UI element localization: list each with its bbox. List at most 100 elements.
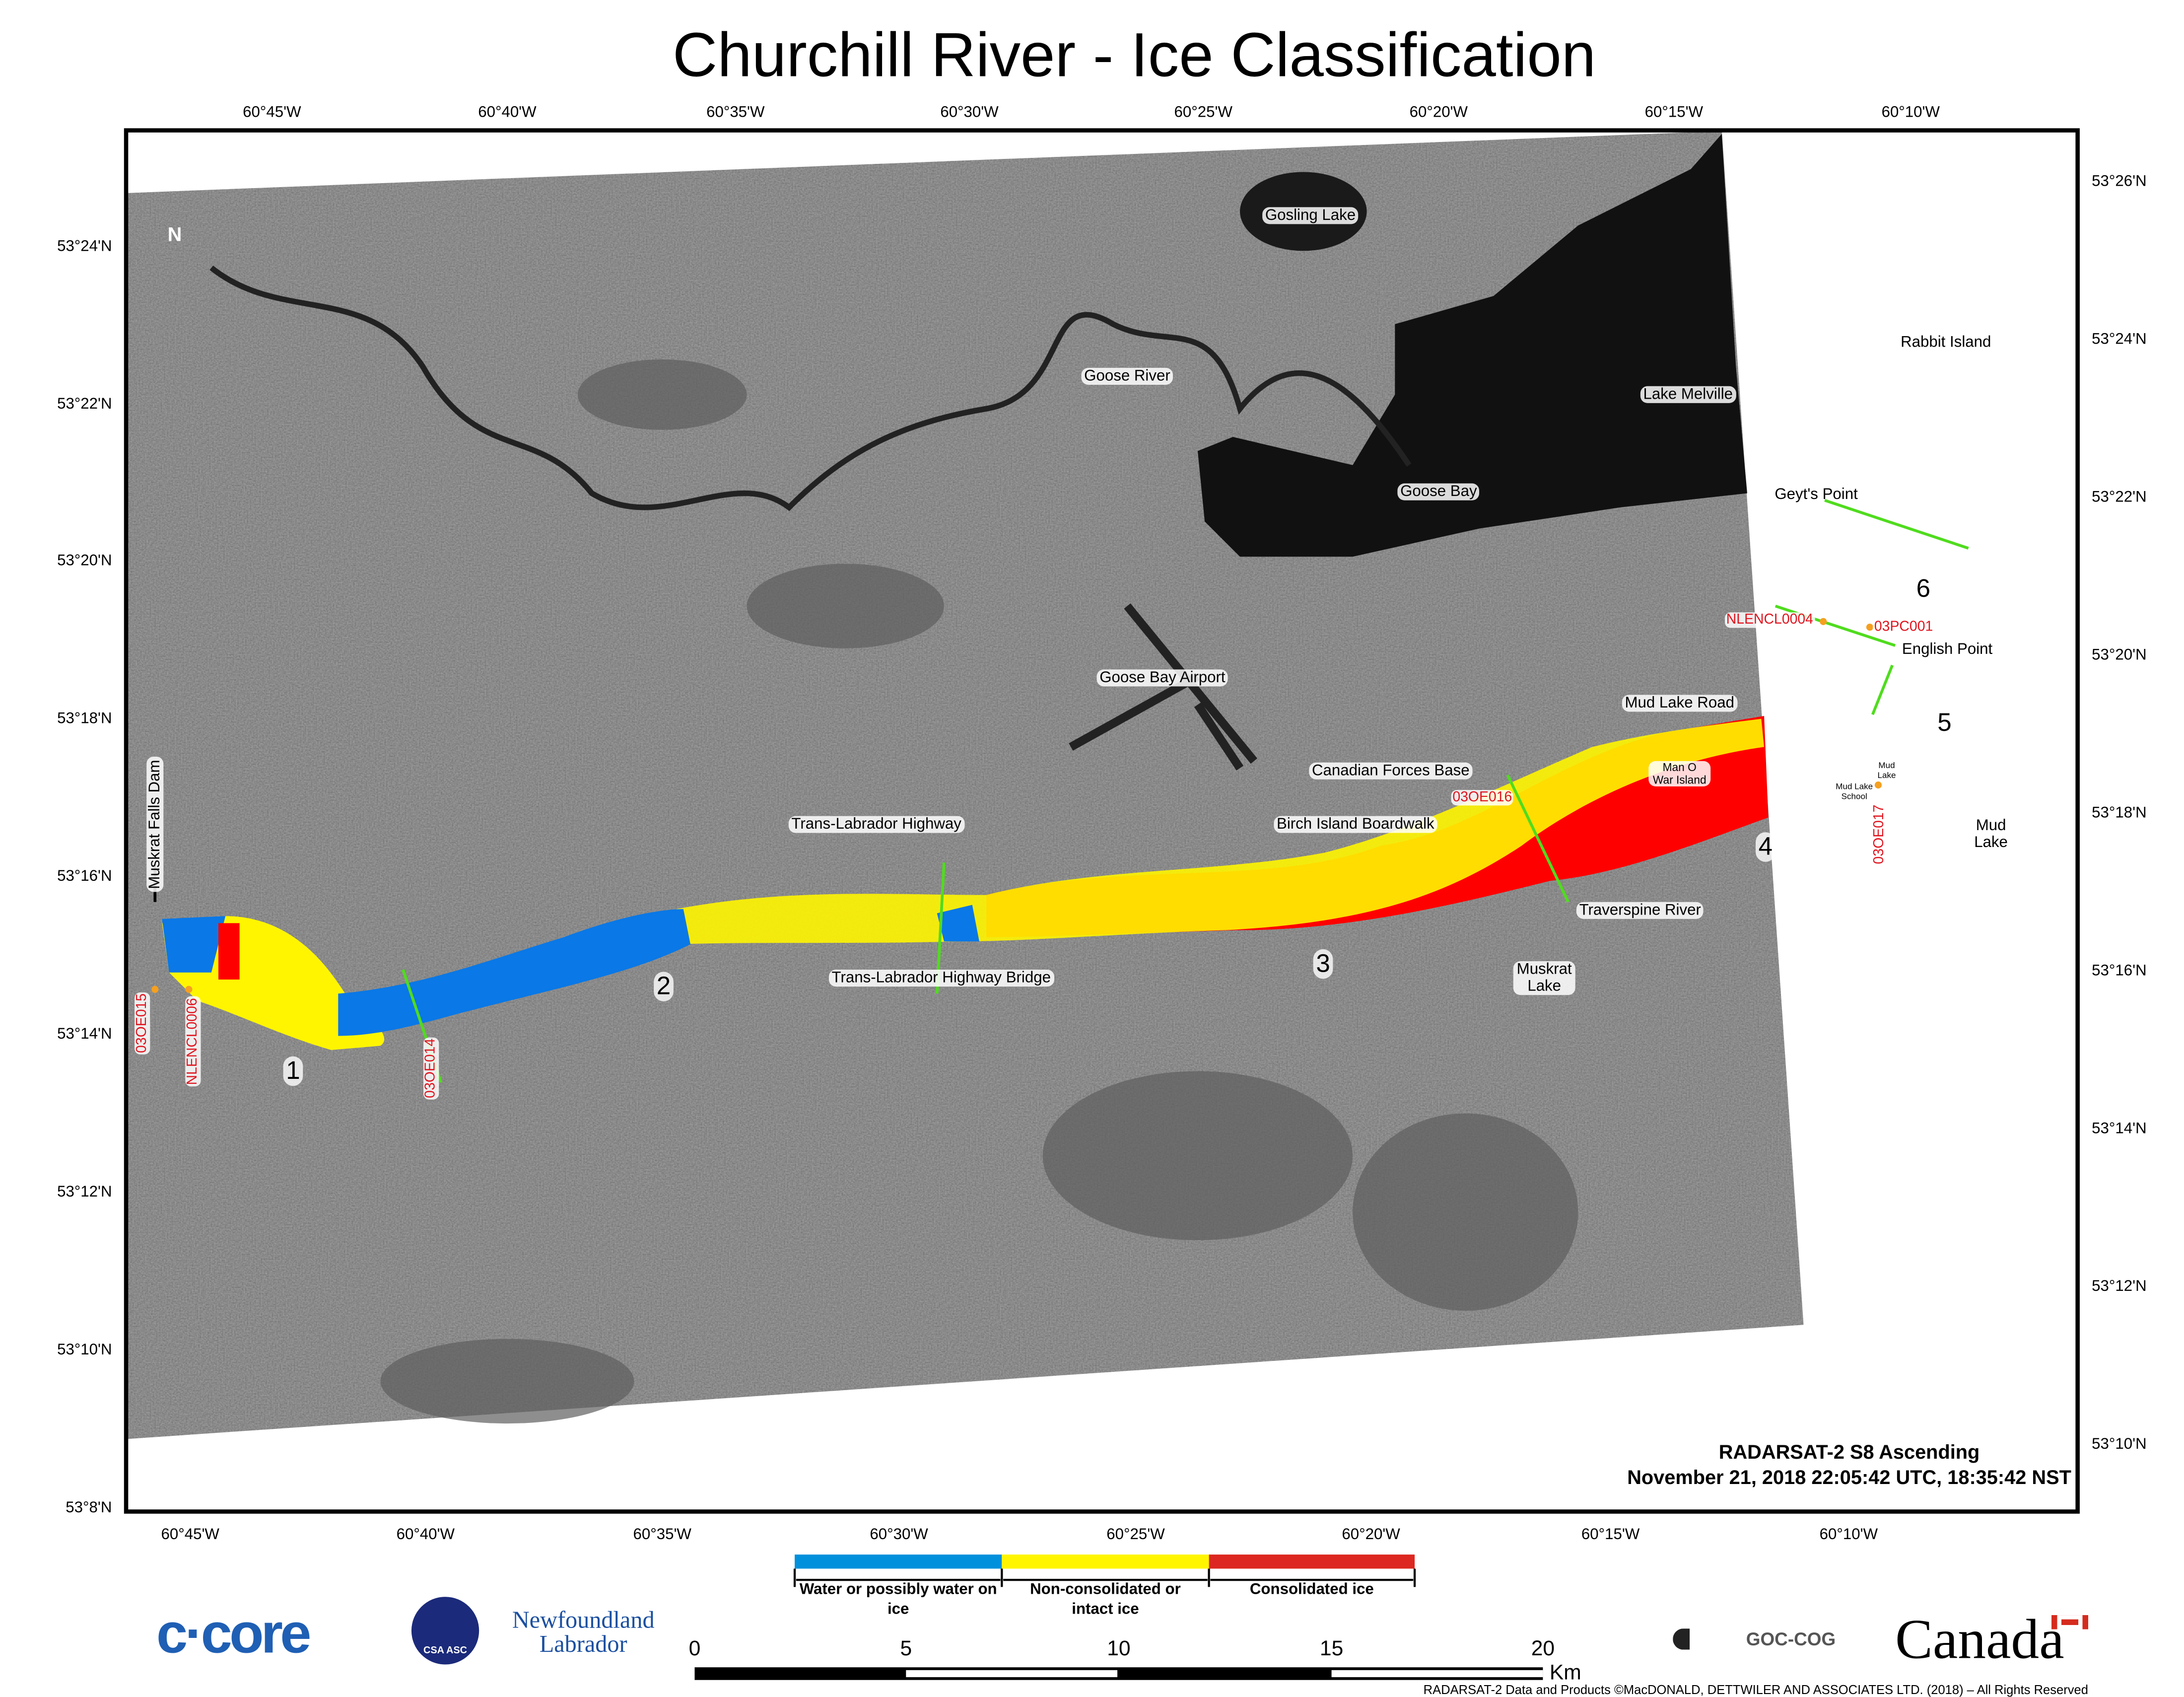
- datetime-text: November 21, 2018 22:05:42 UTC, 18:35:42…: [1627, 1466, 2071, 1488]
- acquisition-info: RADARSAT-2 S8 Ascending November 21, 201…: [1627, 1439, 2071, 1489]
- legend-label-consolidated: Consolidated ice: [1249, 1581, 1374, 1599]
- right-lat-label: 53°22'N: [2092, 489, 2147, 506]
- top-lon-label: 60°40'W: [478, 104, 537, 122]
- right-lat-label: 53°24'N: [2092, 331, 2147, 349]
- scale-unit: Km: [1549, 1661, 1581, 1685]
- bottom-lon-label: 60°40'W: [396, 1526, 455, 1544]
- left-lat-label: 53°24'N: [57, 238, 112, 255]
- csa-logo: CSA ASC: [411, 1597, 479, 1665]
- section-number: 1: [283, 1056, 303, 1086]
- scale-tick: 10: [1107, 1637, 1131, 1661]
- station-label: 03PC001: [1873, 619, 1935, 635]
- top-lon-label: 60°25'W: [1174, 104, 1232, 122]
- place-label: Mud Lake Road: [1622, 695, 1737, 712]
- river-water: [338, 909, 690, 1036]
- station-markers: [151, 618, 1882, 993]
- bottom-lon-label: 60°30'W: [870, 1526, 928, 1544]
- legend-swatch-nonconsolidated: [1002, 1555, 1209, 1569]
- place-label: Goose River: [1081, 367, 1173, 385]
- section-number: 5: [1934, 708, 1955, 738]
- right-lat-label: 53°16'N: [2092, 962, 2147, 980]
- goc-cog-logo: GOC-COG: [1673, 1628, 1836, 1650]
- top-lon-label: 60°45'W: [243, 104, 301, 122]
- goose-river: [209, 265, 1412, 511]
- place-label: Birch Island Boardwalk: [1274, 816, 1437, 833]
- left-lat-label: 53°18'N: [57, 710, 112, 727]
- scale-tick: 0: [688, 1637, 701, 1661]
- right-lat-label: 53°10'N: [2092, 1436, 2147, 1453]
- lake-melville-water: [1197, 134, 1747, 557]
- station-label: 03OE016: [1451, 790, 1514, 806]
- place-label: Goose Bay Airport: [1096, 669, 1228, 687]
- place-label: Gosling Lake: [1262, 207, 1359, 224]
- left-lat-label: 53°14'N: [57, 1026, 112, 1043]
- bottom-lon-label: 60°15'W: [1581, 1526, 1640, 1544]
- legend-label-water: Water or possibly water on ice: [799, 1581, 997, 1618]
- top-lon-label: 60°15'W: [1644, 104, 1704, 122]
- place-label: Mud Lake: [1877, 762, 1896, 781]
- station-label: 03OE014: [423, 1037, 439, 1100]
- legend-swatch-water: [795, 1555, 1002, 1569]
- place-label: Trans-Labrador Highway: [788, 816, 964, 833]
- csa-logo-text: CSA ASC: [423, 1646, 467, 1656]
- bottom-lon-label: 60°35'W: [633, 1526, 691, 1544]
- left-lat-label: 53°22'N: [57, 396, 112, 413]
- left-lat-label: 53°20'N: [57, 552, 112, 569]
- ccore-logo: c·core: [156, 1603, 311, 1665]
- place-label: Mud Lake: [1974, 817, 2008, 851]
- canada-flag-icon: [2051, 1615, 2088, 1629]
- nl-logo: Newfoundland Labrador: [512, 1607, 655, 1658]
- map-title: Churchill River - Ice Classification: [673, 21, 1596, 90]
- place-label: Traverspine River: [1576, 902, 1704, 919]
- top-lon-label: 60°35'W: [706, 104, 765, 122]
- scale-tick: 5: [900, 1637, 912, 1661]
- sensor-text: RADARSAT-2 S8 Ascending: [1718, 1440, 1980, 1463]
- place-label: Mud Lake School: [1836, 783, 1873, 802]
- left-lat-label: 53°10'N: [57, 1342, 112, 1359]
- station-label: NLENCL0004: [1724, 612, 1815, 628]
- river-consolidated-patch: [218, 923, 240, 980]
- section-number: 2: [654, 972, 674, 1001]
- north-arrow-icon: N: [167, 222, 182, 245]
- legend-label-nonconsolidated: Non-consolidated or intact ice: [1030, 1581, 1181, 1618]
- dark-terrain: [380, 359, 1578, 1424]
- river-water-dam: [162, 916, 226, 973]
- left-lat-label: 53°16'N: [57, 868, 112, 885]
- map-frame: [124, 128, 2080, 1514]
- scale-tick: 15: [1319, 1637, 1344, 1661]
- legend-arrows: [793, 1568, 1416, 1587]
- station-label: 03OE015: [135, 992, 150, 1055]
- left-lat-label: 53°12'N: [57, 1184, 112, 1201]
- section-number: 6: [1913, 574, 1933, 604]
- right-lat-label: 53°12'N: [2092, 1278, 2147, 1295]
- place-label: Trans-Labrador Highway Bridge: [828, 970, 1054, 987]
- top-lon-label: 60°30'W: [940, 104, 999, 122]
- left-lat-label: 53°8'N: [66, 1499, 112, 1517]
- river-non-consolidated-ice: [676, 718, 1765, 944]
- river-non-consolidated-ice-west: [162, 916, 385, 1050]
- right-lat-label: 53°26'N: [2092, 173, 2147, 191]
- place-label: Muskrat Lake: [1513, 961, 1575, 995]
- bottom-lon-label: 60°10'W: [1819, 1526, 1878, 1544]
- place-label: Muskrat Falls Dam: [146, 757, 164, 892]
- place-label: Geyt's Point: [1774, 486, 1858, 503]
- place-label: Canadian Forces Base: [1309, 762, 1473, 779]
- right-lat-label: 53°20'N: [2092, 646, 2147, 664]
- station-label: 03OE017: [1872, 803, 1888, 866]
- place-label: English Point: [1902, 641, 1993, 658]
- river-water-bridge: [937, 905, 979, 942]
- top-lon-label: 60°20'W: [1409, 104, 1468, 122]
- scale-bar: [694, 1667, 1543, 1680]
- section-number: 3: [1313, 949, 1333, 979]
- place-label: Rabbit Island: [1901, 334, 1991, 351]
- right-lat-label: 53°14'N: [2092, 1120, 2147, 1137]
- copyright-text: RADARSAT-2 Data and Products ©MacDONALD,…: [1423, 1683, 2088, 1697]
- legend-swatch-consolidated: [1209, 1555, 1415, 1569]
- station-label: NLENCL0006: [185, 996, 201, 1087]
- section-number: 4: [1755, 832, 1775, 862]
- canada-wordmark: Canada: [1895, 1607, 2064, 1671]
- top-lon-label: 60°10'W: [1881, 104, 1940, 122]
- bottom-lon-label: 60°20'W: [1342, 1526, 1400, 1544]
- place-label: Goose Bay: [1397, 483, 1480, 500]
